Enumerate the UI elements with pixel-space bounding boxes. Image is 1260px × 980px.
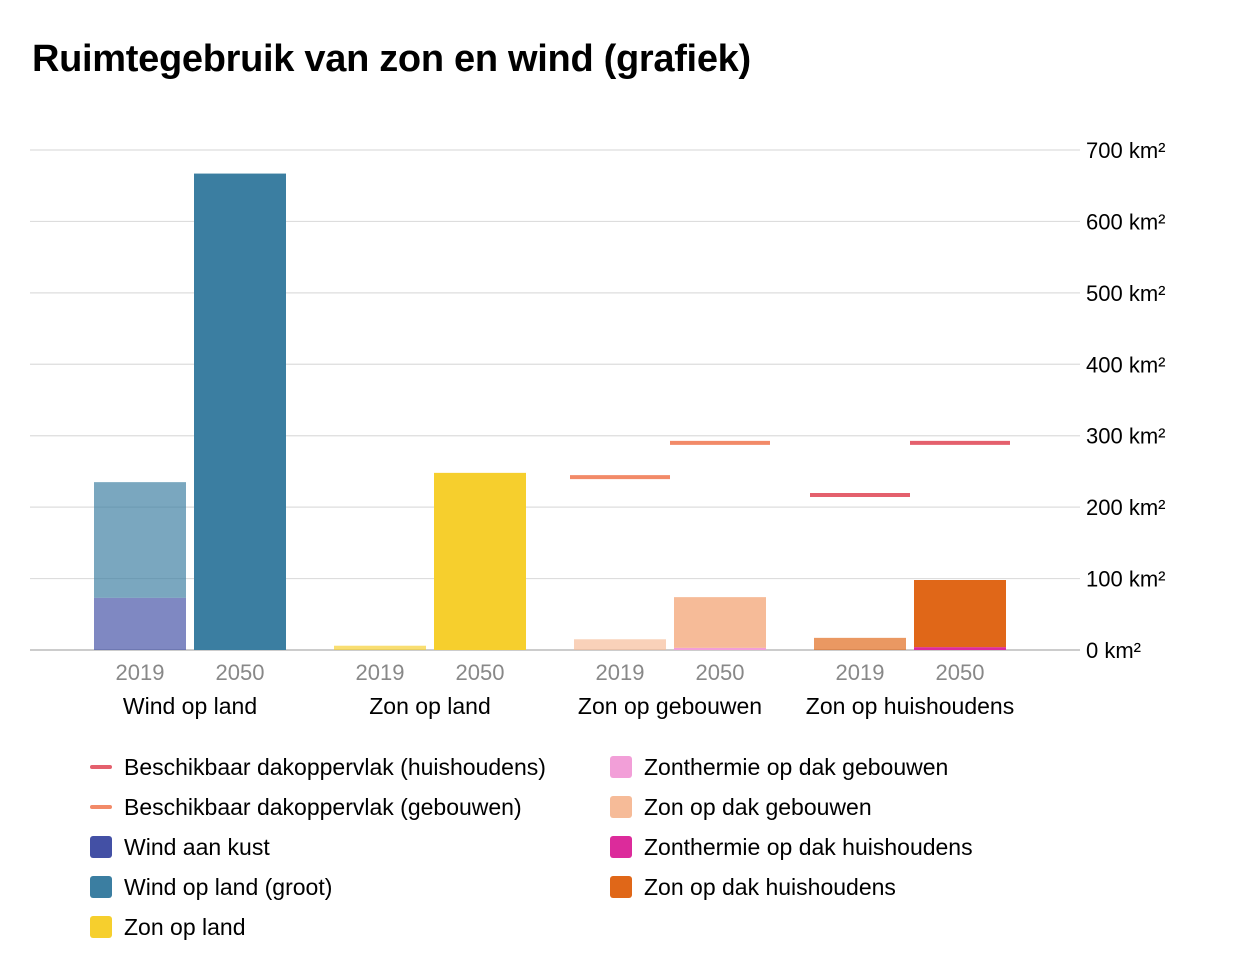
category-label: Zon op land [369, 693, 490, 719]
legend-swatch [610, 876, 632, 898]
category-label: Zon op gebouwen [578, 693, 762, 719]
legend-item[interactable]: Zonthermie op dak huishoudens [610, 832, 1030, 862]
y-tick-label: 500 km² [1086, 281, 1165, 306]
legend-item[interactable]: Zon op land [90, 912, 610, 942]
legend-label: Zonthermie op dak huishoudens [644, 833, 973, 860]
bar-segment [674, 647, 766, 650]
y-tick-label: 300 km² [1086, 424, 1165, 449]
bar-segment [814, 637, 906, 650]
legend-swatch [90, 916, 112, 938]
bar-segment [674, 597, 766, 648]
y-tick-label: 100 km² [1086, 567, 1165, 592]
bar-segment [94, 482, 186, 598]
legend-label: Beschikbaar dakoppervlak (huishoudens) [124, 753, 546, 780]
legend-item[interactable]: Zon op dak gebouwen [610, 792, 1030, 822]
legend-item[interactable]: Wind aan kust [90, 832, 610, 862]
legend-swatch [90, 836, 112, 858]
bar-segment [914, 647, 1006, 650]
bar-year-label: 2019 [356, 660, 405, 685]
bar-year-label: 2050 [936, 660, 985, 685]
bar-segment [434, 472, 526, 650]
legend-label: Beschikbaar dakoppervlak (gebouwen) [124, 793, 522, 820]
y-tick-label: 700 km² [1086, 138, 1165, 163]
bar-segment [94, 597, 186, 650]
legend-swatch [610, 756, 632, 778]
legend-item[interactable]: Wind op land (groot) [90, 872, 610, 902]
legend-swatch [90, 876, 112, 898]
legend-item[interactable]: Zonthermie op dak gebouwen [610, 752, 1030, 782]
y-tick-label: 600 km² [1086, 209, 1165, 234]
legend-label: Wind aan kust [124, 833, 270, 860]
legend-swatch [610, 796, 632, 818]
legend-label: Zon op dak huishoudens [644, 873, 896, 900]
bar-year-label: 2050 [696, 660, 745, 685]
y-tick-label: 0 km² [1086, 638, 1141, 663]
bar-year-label: 2019 [596, 660, 645, 685]
legend-label: Wind op land (groot) [124, 873, 333, 900]
y-tick-label: 200 km² [1086, 495, 1165, 520]
category-label: Wind op land [123, 693, 257, 719]
legend-item[interactable]: Beschikbaar dakoppervlak (gebouwen) [90, 792, 610, 822]
bar-year-label: 2050 [216, 660, 265, 685]
bar-year-label: 2019 [836, 660, 885, 685]
category-label: Zon op huishoudens [806, 693, 1014, 719]
chart-title: Ruimtegebruik van zon en wind (grafiek) [32, 38, 751, 80]
bar-year-label: 2050 [456, 660, 505, 685]
bar-segment [574, 639, 666, 650]
legend-swatch [610, 836, 632, 858]
y-tick-label: 400 km² [1086, 352, 1165, 377]
legend-label: Zonthermie op dak gebouwen [644, 753, 949, 780]
chart: 0 km² 100 km² 200 km² 300 km² 400 km² 500 km²… [30, 138, 1165, 719]
bar-segment [194, 173, 286, 651]
bar-segment [914, 580, 1006, 648]
legend-label: Zon op dak gebouwen [644, 793, 872, 820]
bar-segment [334, 645, 426, 650]
legend-item[interactable]: Beschikbaar dakoppervlak (huishoudens) [90, 752, 610, 782]
legend-swatch [90, 805, 112, 809]
legend: Beschikbaar dakoppervlak (huishoudens) B… [90, 752, 1030, 942]
legend-swatch [90, 765, 112, 769]
bar-year-label: 2019 [116, 660, 165, 685]
legend-label: Zon op land [124, 913, 246, 940]
legend-item[interactable]: Zon op dak huishoudens [610, 872, 1030, 902]
